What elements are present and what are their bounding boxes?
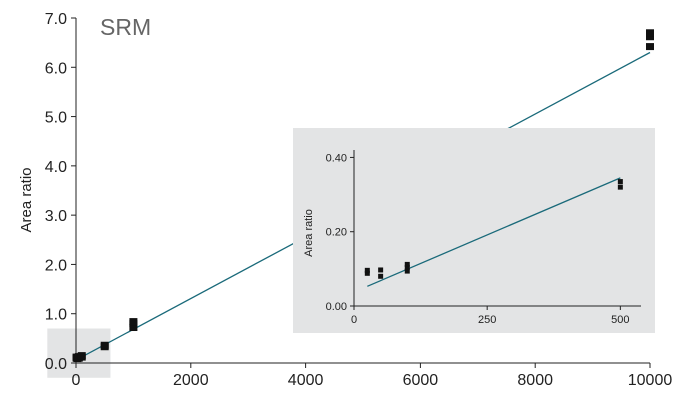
y-tick-label: 6.0 [45, 60, 67, 77]
y-tick-label: 4.0 [45, 159, 67, 176]
inset-data-point [404, 264, 410, 270]
inset-y-tick-label: 0.40 [326, 152, 347, 164]
main-data-point [129, 324, 138, 332]
x-tick-label: 0 [72, 372, 81, 388]
inset-data-point [404, 268, 410, 274]
x-tick-label: 8000 [517, 372, 553, 388]
y-tick-label: 3.0 [45, 208, 67, 225]
main-data-point [646, 43, 654, 51]
inset-data-point [617, 179, 623, 185]
inset-data-point [378, 273, 384, 279]
y-tick-label: 7.0 [45, 11, 67, 28]
inset-data-point [378, 267, 384, 273]
main-data-point [77, 352, 86, 360]
inset-x-tick-label: 250 [478, 314, 496, 326]
inset-y-tick-label: 0.00 [326, 301, 347, 313]
main-data-point [646, 29, 654, 37]
y-tick-label: 0.0 [45, 356, 67, 373]
x-tick-label: 6000 [403, 372, 439, 388]
inset-panel [293, 128, 655, 333]
y-tick-label: 5.0 [45, 110, 67, 127]
main-data-point [129, 318, 138, 326]
inset-data-point [364, 267, 370, 273]
x-tick-label: 10000 [628, 372, 673, 388]
inset-data-point [364, 270, 370, 276]
inset-background [293, 128, 655, 333]
main-axes: 0.0 1.0 2.0 3.0 4.0 5.0 6.0 7.0 0 2000 4000 6000 800… [45, 11, 673, 389]
inset-axes: 0.00 0.20 0.40 0 250 500 [326, 150, 641, 326]
main-points-layer [72, 29, 654, 363]
inset-points-layer [364, 179, 623, 279]
y-axis-label: Area ratio [18, 167, 35, 232]
inset-y-tick-label: 0.20 [326, 227, 347, 239]
inset-x-tick-label: 500 [611, 314, 629, 326]
main-data-point [646, 33, 654, 41]
inset-y-axis-label: Area ratio [303, 209, 315, 257]
inset-data-point [617, 184, 623, 190]
main-data-point [100, 341, 109, 349]
x-tick-label: 2000 [173, 372, 209, 388]
inset-x-tick-label: 0 [351, 314, 357, 326]
chart-title: SRM [100, 14, 151, 40]
y-tick-label: 1.0 [45, 307, 67, 324]
x-tick-label: 4000 [288, 372, 324, 388]
y-tick-label: 2.0 [45, 257, 67, 274]
inset-data-point [404, 261, 410, 267]
